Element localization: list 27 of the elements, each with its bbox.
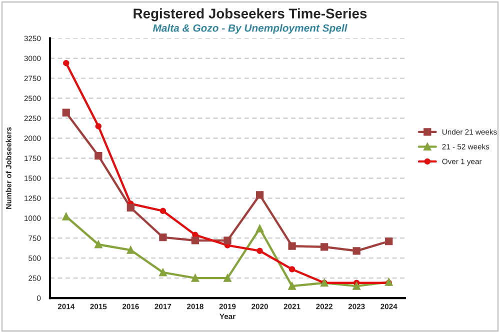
point	[160, 208, 166, 214]
point	[94, 152, 102, 160]
point	[159, 233, 167, 242]
point	[224, 236, 232, 244]
point	[63, 60, 70, 66]
chart-title: Registered Jobseekers Time-Series	[134, 8, 367, 22]
point	[256, 191, 264, 199]
point	[352, 247, 360, 255]
point	[352, 282, 360, 290]
point	[288, 282, 296, 290]
point	[256, 224, 264, 232]
point	[62, 212, 70, 220]
point	[288, 266, 296, 272]
chart-subtitle: Malta & Gozo - By Unemployment Spell	[152, 24, 348, 34]
point	[126, 246, 134, 254]
point	[320, 243, 328, 251]
point	[385, 237, 393, 246]
point	[159, 268, 167, 276]
point	[191, 236, 200, 244]
point	[224, 274, 232, 282]
point	[191, 274, 200, 282]
point	[126, 204, 134, 212]
point	[95, 123, 102, 130]
point	[256, 248, 263, 254]
point	[94, 240, 102, 248]
point	[62, 108, 70, 116]
point	[288, 242, 296, 250]
